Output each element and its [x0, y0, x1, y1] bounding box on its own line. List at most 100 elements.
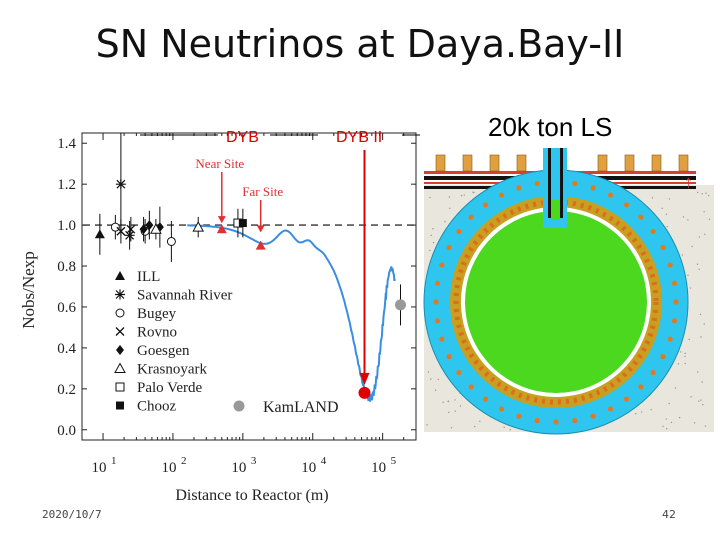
- data-points: [94, 133, 406, 399]
- detector-drawing: ↑: [423, 148, 714, 435]
- x-tick-label: 10: [161, 460, 176, 476]
- legend-label: ILL: [137, 269, 160, 285]
- rock-dot: [684, 352, 686, 355]
- rock-dot: [430, 234, 432, 237]
- legend-marker: [116, 401, 124, 410]
- rock-dot: [509, 428, 511, 431]
- rock-dot: [705, 192, 707, 194]
- rock-dot: [444, 221, 446, 223]
- rock-dot: [696, 263, 699, 265]
- pmt-dot: [650, 228, 656, 235]
- legend-marker-kamland: [233, 400, 245, 412]
- pmt-dot: [590, 413, 596, 419]
- legend-marker: [115, 382, 125, 392]
- rock-dot: [430, 378, 432, 380]
- pmt-dot: [638, 214, 644, 220]
- data-point-goesgen: [139, 224, 148, 235]
- pmt-dot: [482, 396, 489, 402]
- top-block: [435, 154, 446, 172]
- rock-dot: [701, 381, 703, 383]
- x-axis-label: Distance to Reactor (m): [175, 487, 328, 504]
- top-block: [516, 154, 527, 172]
- pmt-dot: [667, 336, 673, 342]
- legend-label: Chooz: [137, 399, 177, 415]
- rock-dot: [448, 411, 450, 414]
- rock-dot: [703, 211, 705, 213]
- pmt-dots: [433, 179, 679, 425]
- dyb2-arrowhead: [359, 372, 370, 385]
- rock-dot: [680, 351, 682, 353]
- pmt-dot: [456, 228, 462, 235]
- x-axis-ticks: 10 1 10 2 10 3 10 4 10 5: [92, 133, 405, 476]
- top-blocks: [435, 154, 689, 172]
- y-tick-label: 1.2: [57, 177, 76, 193]
- slide-title: SN Neutrinos at Daya.Bay-II: [95, 22, 625, 66]
- rock-dot: [473, 192, 475, 194]
- pmt-dot: [607, 192, 614, 198]
- inner-ring: [453, 199, 659, 405]
- data-point-chooz: [238, 219, 247, 228]
- y-axis-ticks: 0.0 0.2 0.4 0.6 0.8 1.0 1.2 1.4: [57, 136, 416, 439]
- liquid-scintillator: [465, 211, 647, 393]
- legend-marker: [115, 327, 125, 336]
- pmt-dot: [572, 417, 578, 424]
- x-tick-exponent: 1: [111, 455, 117, 467]
- pmt-dot: [590, 185, 596, 191]
- rock-dot: [693, 422, 696, 424]
- y-tick-label: 0.2: [57, 382, 76, 398]
- rock-dot: [640, 411, 643, 413]
- slide-date: 2020/10/7: [42, 508, 102, 521]
- slide-page-number: 42: [662, 508, 676, 521]
- rock-dot: [684, 355, 686, 358]
- pmt-dot: [446, 244, 452, 251]
- x-tick-exponent: 5: [391, 455, 397, 467]
- annotations: Near Site Far Site: [195, 150, 370, 385]
- pmt-dot: [623, 202, 630, 208]
- rock-dot: [704, 233, 706, 235]
- rock-dot: [429, 249, 431, 252]
- pmt-dot: [456, 369, 462, 376]
- y-tick-label: 0.0: [57, 423, 76, 439]
- data-point-far-site: [255, 240, 266, 250]
- rock-dot: [665, 213, 668, 216]
- rock-dot: [459, 405, 462, 407]
- pmt-dot: [446, 353, 452, 360]
- rock-dot: [681, 254, 684, 256]
- rock-dot: [429, 196, 431, 199]
- pmt-dot: [434, 280, 441, 286]
- data-point-krasnoyark: [192, 221, 205, 232]
- rock-dot: [437, 378, 440, 381]
- x-tick-label: 10: [371, 460, 386, 476]
- rock-dot: [703, 323, 705, 325]
- rock-dot: [670, 421, 673, 424]
- rock-dot: [666, 225, 668, 228]
- rock-dot: [662, 425, 664, 428]
- vent-symbol: ↑: [684, 172, 693, 192]
- pmt-dot: [650, 369, 656, 376]
- rock-dot: [454, 399, 456, 401]
- x-tick-label: 10: [231, 460, 246, 476]
- rock-dot: [479, 420, 481, 423]
- y-tick-label: 0.4: [57, 341, 76, 357]
- rock-dot: [689, 287, 692, 289]
- near-site-label: Near Site: [195, 156, 244, 171]
- pmt-dot: [623, 396, 630, 402]
- legend-marker: [115, 289, 125, 300]
- data-point-rovno: [126, 224, 136, 234]
- rock-dot: [708, 218, 711, 220]
- y-tick-label: 1.0: [57, 218, 76, 234]
- rock-dot: [668, 402, 670, 405]
- rock-dot: [674, 387, 677, 389]
- pmt-dot: [468, 214, 474, 220]
- rock-dot: [449, 207, 451, 209]
- rock-dot: [432, 241, 435, 244]
- rock-dot: [427, 371, 430, 373]
- rock-dot: [691, 245, 693, 248]
- rock-dot: [698, 268, 700, 271]
- pmt-dot: [572, 180, 578, 187]
- rock-dot: [447, 400, 449, 403]
- rock-dot: [698, 236, 701, 238]
- pmt-dot: [667, 262, 673, 268]
- legend-label: Krasnoyark: [137, 362, 207, 378]
- pmt-dot: [660, 244, 666, 251]
